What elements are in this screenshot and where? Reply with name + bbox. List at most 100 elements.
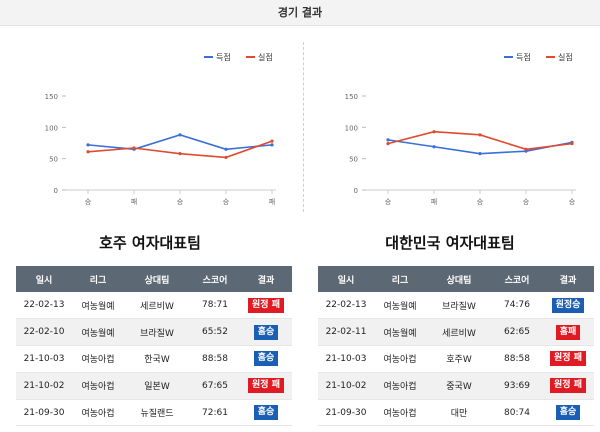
cell-league: 여농아컵	[72, 345, 124, 373]
cell-opponent: 세르비W	[124, 292, 190, 320]
cell-date: 21-10-03	[318, 345, 374, 373]
col-header-result: 결과	[542, 266, 594, 292]
x-tick-label: 승	[223, 198, 230, 206]
cell-score: 74:76	[492, 292, 542, 320]
col-header-date: 일시	[16, 266, 72, 292]
x-tick-label: 승	[477, 198, 484, 206]
data-point-scored	[178, 133, 182, 137]
y-tick-label: 100	[45, 124, 58, 132]
cell-score: 88:58	[492, 345, 542, 373]
legend-label-conceded: 실점	[258, 52, 273, 62]
data-point-scored	[432, 145, 436, 149]
cell-score: 93:69	[492, 372, 542, 400]
table-row: 22-02-11 여농월예 세르비W 62:65 홈패	[318, 318, 594, 347]
table-row: 21-10-02 여농아컵 중국W 93:69 원정 패	[318, 372, 594, 400]
cell-result: 원정승	[542, 292, 594, 320]
cell-score: 62:65	[492, 318, 542, 347]
table-header-row: 일시 리그 상대팀 스코어 결과	[318, 266, 594, 292]
y-tick-label: 0	[54, 187, 58, 195]
cell-score: 78:71	[190, 292, 240, 320]
cell-league: 여농월예	[72, 318, 124, 347]
cell-score: 88:58	[190, 345, 240, 373]
result-badge: 원정승	[551, 297, 585, 313]
chart-legend: 득점 실점	[504, 52, 573, 62]
cell-result: 홈승	[542, 399, 594, 427]
table-row: 21-09-30 여농아컵 뉴질랜드 72:61 홈승	[16, 399, 292, 427]
result-badge: 홈승	[253, 351, 279, 367]
result-badge: 원정 패	[248, 297, 284, 313]
cell-score: 67:65	[190, 372, 240, 400]
result-badge: 원정 패	[550, 351, 586, 367]
cell-league: 여농아컵	[374, 345, 426, 373]
team-title-korea: 대한민국 여자대표팀	[385, 234, 515, 252]
cell-result: 홈승	[240, 345, 292, 373]
data-point-scored	[86, 143, 90, 147]
col-header-date: 일시	[318, 266, 374, 292]
table-row: 22-02-13 여농월예 브라질W 74:76 원정승	[318, 292, 594, 320]
cell-date: 21-10-02	[318, 372, 374, 400]
data-point-scored	[478, 152, 482, 156]
cell-opponent: 뉴질랜드	[124, 399, 190, 427]
cell-opponent: 브라질W	[426, 292, 492, 320]
result-badge: 홈승	[253, 324, 279, 340]
cell-date: 21-10-02	[16, 372, 72, 400]
table-header-row: 일시 리그 상대팀 스코어 결과	[16, 266, 292, 292]
cell-score: 80:74	[492, 399, 542, 427]
y-tick-label: 50	[349, 156, 358, 164]
cell-score: 72:61	[190, 399, 240, 427]
table-row: 22-02-10 여농월예 브라질W 65:52 홈승	[16, 318, 292, 347]
data-point-scored	[224, 147, 228, 151]
cell-result: 홈승	[240, 399, 292, 427]
data-point-conceded	[270, 139, 274, 143]
legend-label-conceded: 실점	[558, 52, 573, 62]
cell-date: 21-09-30	[318, 399, 374, 427]
cell-opponent: 세르비W	[426, 318, 492, 347]
cell-opponent: 중국W	[426, 372, 492, 400]
data-point-conceded	[386, 142, 390, 146]
x-tick-label: 승	[385, 198, 392, 206]
cell-date: 22-02-10	[16, 318, 72, 347]
cell-result: 홈패	[542, 318, 594, 347]
data-point-conceded	[178, 152, 182, 156]
cell-league: 여농월예	[72, 292, 124, 320]
legend-label-scored: 득점	[516, 52, 531, 62]
data-point-conceded	[478, 133, 482, 137]
x-tick-label: 승	[523, 198, 530, 206]
cell-date: 22-02-13	[16, 292, 72, 320]
cell-opponent: 브라질W	[124, 318, 190, 347]
cell-league: 여농아컵	[72, 372, 124, 400]
table-row: 21-10-03 여농아컵 한국W 88:58 홈승	[16, 345, 292, 373]
section-divider	[303, 42, 304, 212]
x-tick-label: 승	[85, 198, 92, 206]
chart-korea: 득점 실점 0 50 100 150 승 패 승 승 승	[345, 52, 576, 206]
table-row: 21-10-02 여농아컵 일본W 67:65 원정 패	[16, 372, 292, 400]
cell-league: 여농아컵	[374, 372, 426, 400]
col-header-opponent: 상대팀	[426, 266, 492, 292]
cell-result: 원정 패	[240, 372, 292, 400]
cell-opponent: 대만	[426, 399, 492, 427]
table-row: 21-10-03 여농아컵 호주W 88:58 원정 패	[318, 345, 594, 373]
col-header-league: 리그	[72, 266, 124, 292]
cell-result: 원정 패	[542, 372, 594, 400]
y-tick-label: 0	[354, 187, 358, 195]
cell-league: 여농아컵	[72, 399, 124, 427]
data-point-conceded	[132, 146, 136, 150]
results-table-australia: 일시 리그 상대팀 스코어 결과 22-02-13 여농월예 세르비W 78:71 원정…	[16, 266, 292, 427]
table-row: 22-02-13 여농월예 세르비W 78:71 원정 패	[16, 292, 292, 320]
chart-australia: 득점 실점 0 50 100 150 승 패 승 승 패	[45, 52, 276, 206]
cell-result: 원정 패	[542, 345, 594, 373]
col-header-league: 리그	[374, 266, 426, 292]
cell-result: 홈승	[240, 318, 292, 347]
cell-league: 여농월예	[374, 318, 426, 347]
y-tick-label: 100	[345, 124, 358, 132]
x-tick-label: 패	[269, 197, 275, 206]
data-point-conceded	[524, 147, 528, 151]
result-badge: 홈승	[555, 405, 581, 421]
cell-opponent: 호주W	[426, 345, 492, 373]
cell-date: 22-02-13	[318, 292, 374, 320]
data-point-conceded	[570, 142, 574, 146]
cell-league: 여농아컵	[374, 399, 426, 427]
col-header-score: 스코어	[190, 266, 240, 292]
cell-date: 21-09-30	[16, 399, 72, 427]
chart-legend: 득점 실점	[204, 52, 273, 62]
